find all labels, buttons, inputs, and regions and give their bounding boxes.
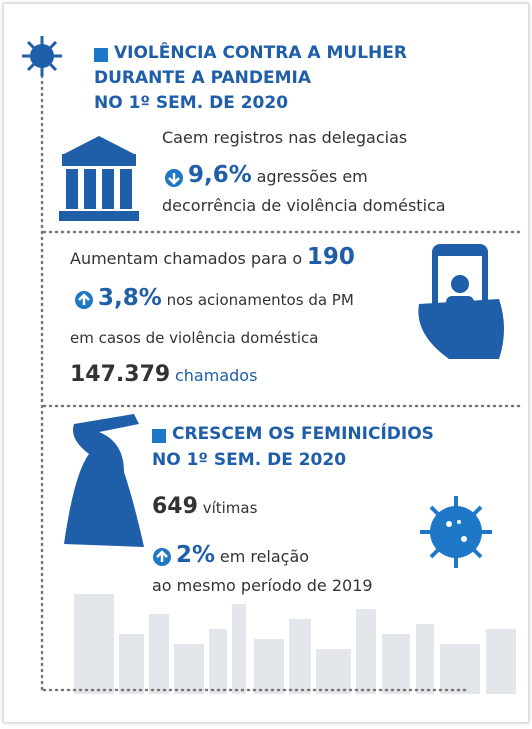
skyline (74, 594, 516, 694)
title: VIOLÊNCIA CONTRA A MULHER (114, 43, 407, 63)
phone-icon (418, 244, 504, 359)
heading: Caem registros nas delegacias (162, 128, 408, 147)
total: 147.379 (70, 362, 171, 387)
title: NO 1º SEM. DE 2020 (94, 93, 289, 113)
title: DURANTE A PANDEMIA (94, 68, 311, 88)
text: agressões em (256, 167, 368, 186)
victims: 649 (152, 494, 198, 519)
stat-line: 9,6% agressões em (188, 162, 368, 188)
unit: vítimas (202, 499, 258, 517)
dotted-lines (40, 74, 521, 692)
unit: chamados (174, 366, 258, 385)
figure: 2% (176, 542, 216, 568)
virus-icon (22, 36, 62, 76)
total-line: 147.379 chamados (70, 362, 257, 387)
arrow-icons (75, 169, 183, 566)
bullet (152, 429, 166, 443)
building-icon (59, 136, 139, 221)
title: CRESCEM OS FEMINICÍDIOS (172, 424, 434, 444)
text: nos acionamentos da PM (166, 291, 354, 309)
woman-icon (64, 414, 144, 547)
text: decorrência de violência doméstica (162, 196, 446, 215)
decorations (22, 36, 521, 694)
figure: 9,6% (188, 162, 252, 188)
title: NO 1º SEM. DE 2020 (152, 450, 347, 470)
victims-line: 649 vítimas (152, 494, 257, 519)
text: em casos de violência doméstica (70, 329, 319, 347)
stat-line: 2% em relação (176, 542, 309, 568)
infographic: VIOLÊNCIA CONTRA A MULHER DURANTE A PAND… (3, 3, 529, 723)
virus-icon (420, 496, 492, 568)
heading-line: Aumentam chamados para o 190 (70, 244, 355, 270)
figure: 3,8% (98, 285, 162, 311)
bullet (94, 48, 108, 62)
stat-line: 3,8% nos acionamentos da PM (98, 285, 354, 311)
text: em relação (219, 547, 310, 566)
number: 190 (306, 244, 355, 270)
heading: Aumentam chamados para o (70, 249, 303, 268)
text: ao mesmo período de 2019 (152, 576, 373, 595)
